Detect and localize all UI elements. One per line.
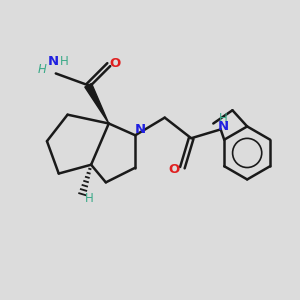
- Text: O: O: [169, 163, 180, 176]
- Text: H: H: [219, 112, 228, 125]
- Text: H: H: [84, 192, 93, 205]
- Text: O: O: [110, 57, 121, 70]
- Text: N: N: [218, 120, 229, 133]
- Text: H: H: [60, 55, 68, 68]
- Text: N: N: [47, 55, 58, 68]
- Text: H: H: [38, 62, 47, 76]
- Polygon shape: [85, 83, 109, 124]
- Text: N: N: [135, 124, 146, 136]
